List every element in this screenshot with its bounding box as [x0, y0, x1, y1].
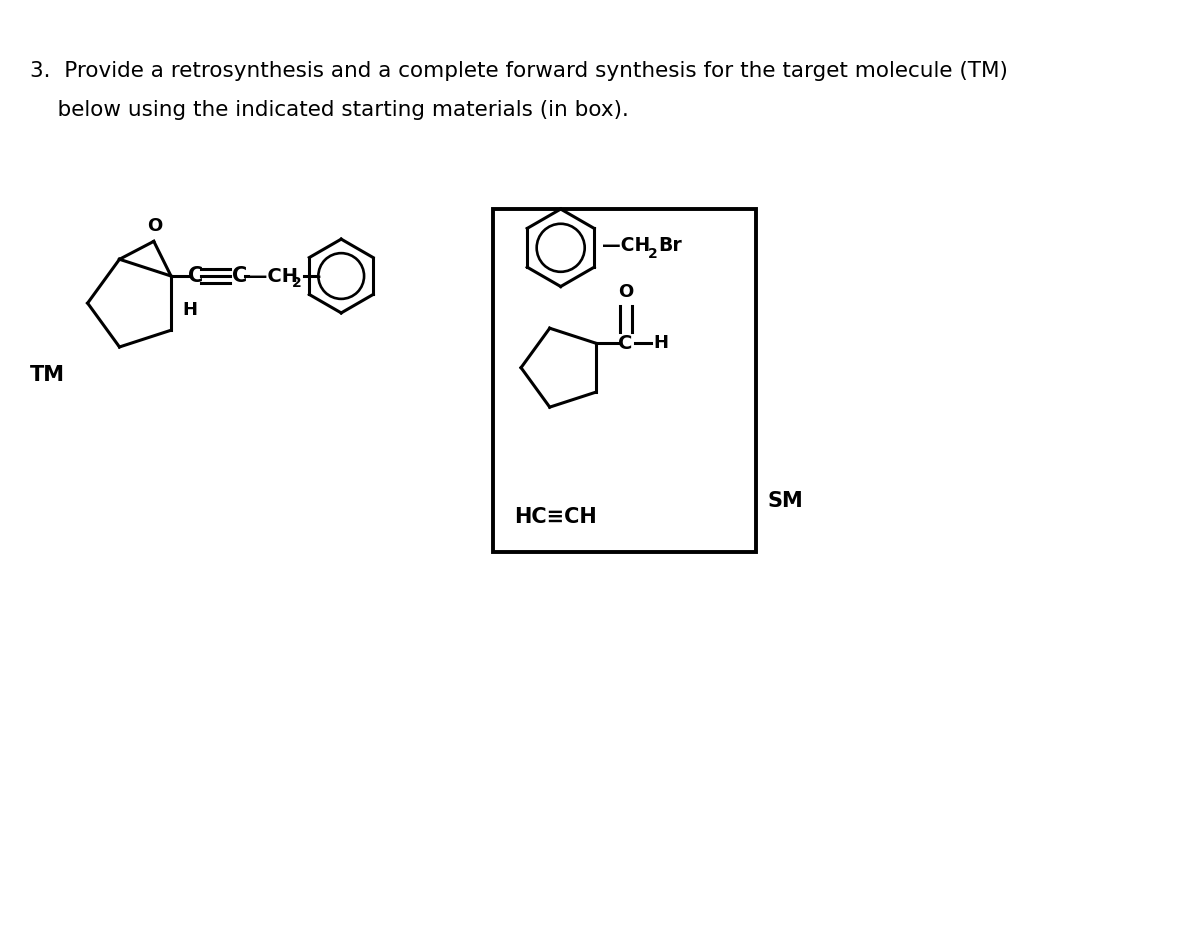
Text: SM: SM [768, 491, 803, 511]
Text: O: O [618, 283, 633, 301]
Text: —CH: —CH [602, 236, 651, 255]
Text: C: C [619, 334, 633, 353]
Text: C: C [232, 266, 248, 286]
Text: H: H [182, 301, 197, 319]
Text: TM: TM [29, 365, 65, 385]
Text: 2: 2 [648, 247, 658, 262]
Text: C: C [187, 266, 203, 286]
Text: HC≡CH: HC≡CH [514, 507, 597, 527]
Bar [493, 209, 756, 552]
Text: O: O [147, 216, 163, 235]
Text: below using the indicated starting materials (in box).: below using the indicated starting mater… [29, 101, 628, 120]
Text: H: H [653, 334, 668, 352]
Text: —CH: —CH [249, 266, 298, 285]
Text: —: — [302, 266, 322, 285]
Text: 3.  Provide a retrosynthesis and a complete forward synthesis for the target mol: 3. Provide a retrosynthesis and a comple… [29, 60, 1007, 81]
Text: 2: 2 [292, 277, 302, 291]
Text: Br: Br [658, 236, 683, 255]
